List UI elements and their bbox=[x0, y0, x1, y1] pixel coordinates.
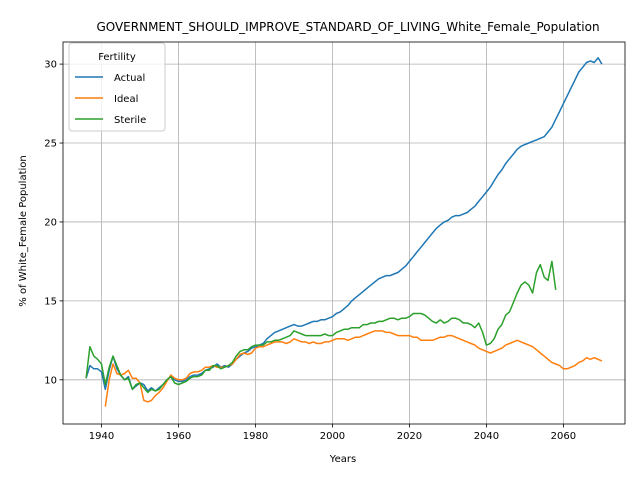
legend-label-actual: Actual bbox=[114, 73, 145, 84]
x-tick-label: 2060 bbox=[551, 431, 576, 442]
x-tick-label: 1980 bbox=[243, 431, 268, 442]
y-tick-label: 30 bbox=[44, 60, 57, 71]
x-tick-label: 2040 bbox=[474, 431, 499, 442]
legend-label-ideal: Ideal bbox=[114, 94, 138, 105]
plot-frame bbox=[62, 41, 626, 425]
legend: Fertility Actual Ideal Sterile bbox=[68, 42, 166, 132]
series-lines bbox=[85, 57, 603, 407]
x-tick-label: 1960 bbox=[166, 431, 191, 442]
x-tick-label: 1940 bbox=[89, 431, 114, 442]
legend-entries: Actual Ideal Sterile bbox=[75, 73, 146, 126]
x-tick-label: 2020 bbox=[397, 431, 422, 442]
legend-label-sterile: Sterile bbox=[114, 115, 146, 126]
y-tick-label: 25 bbox=[44, 139, 57, 150]
x-axis-label: Years bbox=[329, 454, 356, 465]
legend-title: Fertility bbox=[98, 52, 136, 63]
y-axis-label: % of White_Female Population bbox=[18, 155, 29, 306]
y-tick-label: 10 bbox=[44, 375, 57, 386]
series-line-ideal bbox=[104, 330, 603, 407]
x-tick-label: 2000 bbox=[320, 431, 345, 442]
series-line-sterile bbox=[85, 260, 557, 394]
chart-title: GOVERNMENT_SHOULD_IMPROVE_STANDARD_OF_LI… bbox=[96, 20, 599, 34]
grid bbox=[63, 42, 625, 424]
legend-box bbox=[68, 42, 166, 132]
y-tick-label: 15 bbox=[44, 296, 57, 307]
axis-ticks: 1940 1960 1980 2000 2020 2040 2060 10 15 20 25 30 bbox=[44, 60, 576, 442]
y-tick-label: 20 bbox=[44, 217, 57, 228]
